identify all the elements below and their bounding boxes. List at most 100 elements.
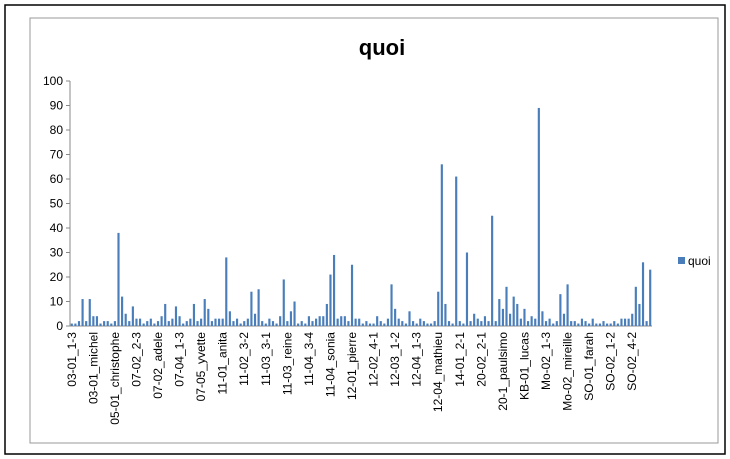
- bar: [595, 323, 598, 326]
- y-tick-label: 100: [43, 74, 63, 88]
- x-tick-label: 07-02_2-3: [129, 332, 143, 387]
- bar: [444, 303, 447, 326]
- bar: [487, 321, 490, 326]
- x-tick-label: 11-04_sonia: [323, 332, 337, 397]
- x-tick-label: 11-03_reine: [280, 332, 294, 395]
- bar: [149, 318, 152, 326]
- bar: [562, 313, 566, 326]
- bar: [113, 321, 116, 326]
- y-tick-label: 10: [50, 295, 64, 309]
- x-tick-label: 03-01_1-3: [65, 332, 79, 387]
- bar: [437, 291, 440, 326]
- bar: [110, 323, 113, 326]
- bar: [88, 299, 91, 326]
- bar: [315, 318, 318, 326]
- x-tick-label: 11-02_3-2: [237, 332, 251, 386]
- x-tick-label: 12-03_1-2: [388, 332, 402, 387]
- y-tick-label: 30: [50, 246, 64, 260]
- bar: [81, 299, 84, 326]
- bar: [483, 316, 487, 326]
- bar: [92, 316, 95, 326]
- bar: [264, 323, 267, 326]
- bar: [218, 318, 221, 326]
- bar: [311, 321, 314, 326]
- bar: [606, 323, 609, 326]
- bar: [602, 321, 605, 326]
- bar: [250, 291, 253, 326]
- bar: [164, 303, 167, 326]
- bar: [282, 279, 285, 326]
- bar: [473, 313, 476, 326]
- bar: [167, 321, 170, 326]
- bar: [537, 107, 540, 326]
- bar: [286, 321, 289, 326]
- bar: [555, 321, 558, 326]
- bar: [365, 321, 368, 326]
- x-tick-label: 20-1_paulsimo: [496, 332, 510, 411]
- bar: [548, 318, 551, 326]
- bar: [156, 321, 160, 326]
- bar: [638, 303, 641, 326]
- bar: [203, 299, 206, 326]
- bar: [232, 321, 235, 326]
- bar: [634, 286, 637, 326]
- bar: [620, 318, 623, 326]
- bar: [322, 316, 325, 326]
- bar: [103, 321, 106, 326]
- x-tick-label: 14-01_2-1: [453, 332, 467, 387]
- bar: [185, 321, 188, 326]
- bar: [379, 321, 382, 326]
- bar: [239, 323, 242, 326]
- bar: [243, 321, 246, 326]
- bar: [440, 164, 443, 326]
- bar: [570, 321, 573, 326]
- bar: [138, 318, 142, 326]
- bar: [142, 323, 145, 326]
- bar: [153, 323, 156, 326]
- bar: [200, 318, 203, 326]
- bar: [192, 303, 196, 326]
- bar: [645, 321, 648, 326]
- bar: [85, 321, 88, 326]
- bar: [178, 316, 181, 326]
- bar: [124, 313, 127, 326]
- x-tick-label: 20-02_2-1: [474, 332, 488, 387]
- bar: [516, 303, 519, 326]
- y-tick-label: 70: [50, 148, 64, 162]
- x-tick-label: 12-02_4-1: [367, 332, 381, 387]
- bar: [121, 296, 124, 326]
- bar: [451, 323, 454, 326]
- x-tick-label: 11-01_anita: [216, 332, 230, 395]
- bar: [505, 286, 508, 326]
- bar: [228, 311, 231, 326]
- bar: [649, 269, 652, 326]
- legend-swatch: [678, 257, 685, 264]
- bar: [408, 311, 411, 326]
- bar: [329, 274, 332, 326]
- bar: [376, 316, 379, 326]
- y-tick-label: 40: [50, 221, 64, 235]
- bar: [307, 316, 310, 326]
- bar: [429, 323, 433, 326]
- bar: [160, 316, 163, 326]
- bar: [512, 296, 515, 326]
- bar: [99, 323, 102, 326]
- bar: [623, 318, 627, 326]
- bar: [480, 321, 483, 326]
- bar: [257, 289, 260, 326]
- bar: [422, 321, 425, 326]
- bar: [544, 321, 548, 326]
- bar: [433, 321, 436, 326]
- y-tick-label: 90: [50, 99, 64, 113]
- bar: [221, 318, 224, 326]
- bar: [225, 257, 228, 326]
- bar: [383, 323, 386, 326]
- x-tick-label: 07-02_adele: [151, 332, 165, 399]
- x-tick-label: 11-04_3-4: [302, 332, 316, 386]
- bar: [534, 318, 537, 326]
- bar: [577, 323, 580, 326]
- bar: [171, 318, 174, 326]
- bar: [117, 232, 120, 326]
- bar: [182, 323, 185, 326]
- bar: [350, 264, 354, 326]
